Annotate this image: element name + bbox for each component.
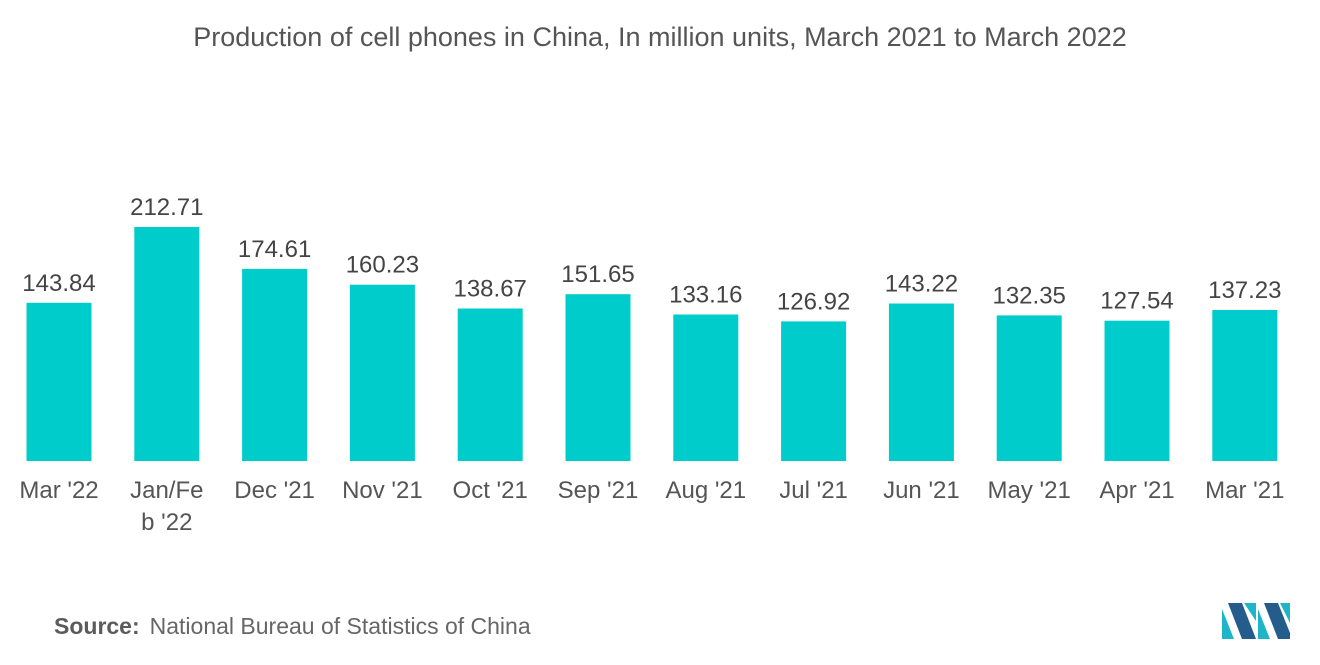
bar: [565, 294, 631, 461]
x-tick-label: May '21: [988, 477, 1071, 504]
bar: [1212, 310, 1278, 461]
bar: [888, 303, 954, 461]
bar: [1104, 320, 1170, 461]
bar: [996, 315, 1062, 461]
x-tick-label: Apr '21: [1099, 477, 1174, 504]
data-label: 132.35: [992, 282, 1065, 309]
data-label: 127.54: [1100, 288, 1173, 315]
mordor-intelligence-logo-icon: [1222, 603, 1290, 639]
data-label: 143.22: [885, 271, 958, 298]
bar: [349, 284, 415, 461]
bar: [781, 321, 847, 461]
x-tick-label: Sep '21: [558, 477, 639, 504]
source-note: Source: National Bureau of Statistics of …: [54, 613, 531, 640]
data-label: 160.23: [346, 252, 419, 279]
x-tick-label: Jun '21: [883, 477, 960, 504]
source-text: National Bureau of Statistics of China: [149, 613, 531, 639]
x-tick-label: Jul '21: [779, 477, 848, 504]
x-tick-label: Mar '21: [1205, 477, 1284, 504]
source-label: Source:: [54, 613, 140, 639]
data-label: 143.84: [22, 270, 95, 297]
bar: [26, 302, 92, 461]
bar: [134, 227, 200, 461]
x-tick-label: b '22: [141, 509, 192, 536]
data-label: 174.61: [238, 236, 311, 263]
data-label: 151.65: [561, 261, 634, 288]
x-tick-label: Mar '22: [19, 477, 98, 504]
x-tick-label: Oct '21: [453, 477, 528, 504]
x-tick-label: Aug '21: [665, 477, 746, 504]
data-label: 137.23: [1208, 277, 1281, 304]
x-tick-label: Jan/Fe: [130, 477, 203, 504]
bar: [242, 268, 308, 461]
data-label: 133.16: [669, 282, 742, 309]
bar: [673, 314, 739, 461]
x-tick-label: Nov '21: [342, 477, 423, 504]
data-label: 212.71: [130, 194, 203, 221]
x-tick-label: Dec '21: [234, 477, 315, 504]
chart-title: Production of cell phones in China, In m…: [193, 22, 1127, 52]
bar: [457, 308, 523, 461]
data-label: 126.92: [777, 288, 850, 315]
data-label: 138.67: [453, 276, 526, 303]
